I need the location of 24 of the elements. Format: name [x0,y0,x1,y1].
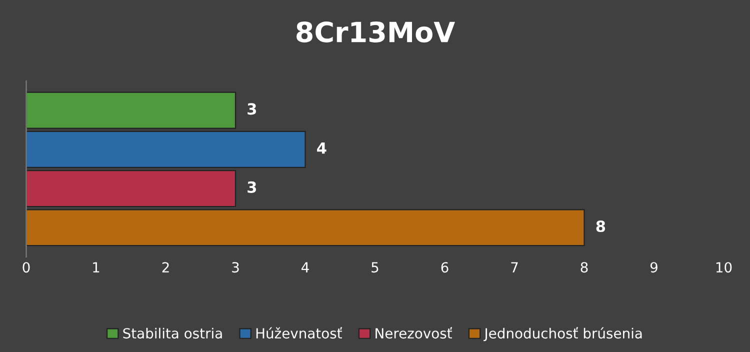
x-tick-label: 5 [372,262,378,273]
x-tick-label: 8 [580,262,588,273]
x-tick-label: 10 [716,262,732,273]
legend-label: Stabilita ostria [123,328,222,339]
x-tick-label: 4 [302,262,309,272]
data-label: 8 [596,220,606,232]
data-label: 3 [248,103,256,115]
data-label: 4 [317,142,326,154]
chart-title: 8Cr13MoV [296,21,456,42]
x-tick-label: 2 [162,262,169,272]
bar [26,92,236,129]
x-tick-label: 7 [511,262,518,272]
legend-label: Húževnatosť [256,327,342,339]
x-tick-label: 9 [650,262,658,273]
legend-label: Nerezovosť [376,327,452,339]
data-label: 3 [248,181,256,193]
x-tick-label: 0 [22,262,30,273]
bar [26,209,585,246]
legend-label: Jednoduchosť brúsenia [484,327,642,342]
x-tick-label: 3 [232,262,239,273]
bar [26,130,306,168]
bar [26,170,236,208]
x-tick-label: 1 [93,262,100,272]
x-tick-label: 6 [441,262,448,273]
